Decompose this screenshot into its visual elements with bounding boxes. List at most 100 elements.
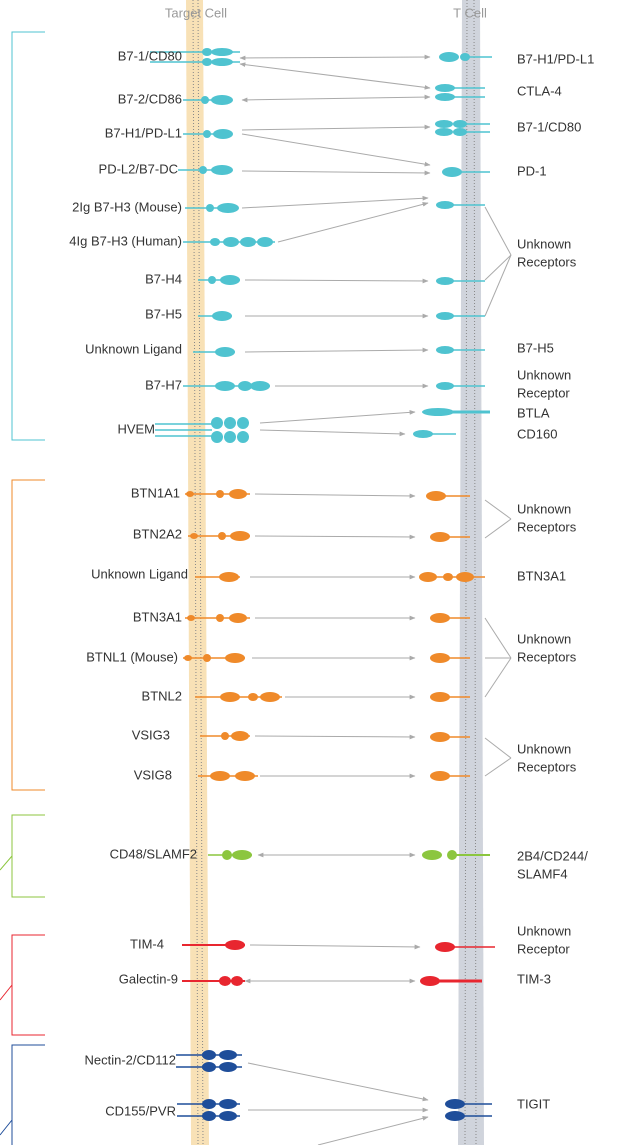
receptor-label: Receptors [517, 649, 577, 664]
domain [238, 381, 252, 391]
domain [217, 203, 239, 213]
domain [213, 129, 233, 139]
domain [257, 237, 273, 247]
domain [250, 381, 270, 391]
receptor-label: B7-1/CD80 [517, 119, 581, 134]
arrow [277, 202, 429, 243]
domain [224, 431, 236, 443]
receptor-label: TIGIT [517, 1096, 550, 1111]
domain [435, 93, 455, 101]
bracket [0, 1044, 45, 1145]
domain [202, 48, 212, 56]
domain [430, 613, 450, 623]
domain [184, 655, 192, 661]
receptor-label: PD-1 [517, 163, 547, 178]
ligand-label: VSIG3 [132, 727, 170, 742]
receptor-label: CTLA-4 [517, 83, 562, 98]
domain [231, 731, 249, 741]
brace [484, 518, 512, 539]
ligand-label: BTN2A2 [133, 526, 182, 541]
domain [203, 654, 211, 662]
domain [221, 732, 229, 740]
domain [436, 312, 454, 320]
domain [219, 1062, 237, 1072]
target-membrane [186, 0, 209, 1145]
bracket [0, 934, 45, 1036]
arrow [241, 170, 431, 176]
domain [202, 1111, 216, 1121]
receptor-label: SLAMF4 [517, 866, 568, 881]
domain [211, 48, 233, 56]
domain [435, 120, 453, 128]
domain [212, 311, 232, 321]
arrow [241, 124, 431, 131]
receptor-label: Receptors [517, 254, 577, 269]
domain [453, 120, 467, 128]
brace [484, 254, 512, 281]
domain [447, 850, 457, 860]
domain [219, 1099, 237, 1109]
domain [202, 1099, 216, 1109]
domain [199, 166, 207, 174]
ligand-label: B7-H5 [145, 306, 182, 321]
ligand-label: 2Ig B7-H3 (Mouse) [72, 199, 182, 214]
ligand-label: B7-H4 [145, 271, 182, 286]
domain [435, 942, 455, 952]
ligand-label: BTNL1 (Mouse) [86, 649, 178, 664]
header-right: T Cell [453, 5, 487, 20]
domain [219, 1050, 237, 1060]
receptor-label: TIM-3 [517, 971, 551, 986]
domain [235, 771, 255, 781]
receptor-label: Unknown [517, 741, 571, 756]
domain [219, 572, 239, 582]
domain [218, 532, 226, 540]
domain [230, 531, 250, 541]
ligand-label: BTN1A1 [131, 485, 180, 500]
arrow [259, 409, 416, 424]
arrow [254, 534, 416, 540]
receptor-label: BTN3A1 [517, 568, 566, 583]
receptor-label: Unknown [517, 236, 571, 251]
arrow [244, 347, 429, 353]
domain [216, 490, 224, 498]
brace [484, 206, 512, 256]
domain [413, 430, 433, 438]
receptor-label: Receptor [517, 385, 570, 400]
domain [225, 940, 245, 950]
ligand-label: Unknown Ligand [91, 566, 188, 581]
receptor-label: Unknown [517, 501, 571, 516]
domain [430, 732, 450, 742]
domain [435, 128, 453, 136]
membrane-line [197, 0, 204, 1145]
brace [484, 737, 512, 759]
ligand-label: Nectin-2/CD112 [84, 1052, 176, 1067]
ligand-label: PD-L2/B7-DC [99, 161, 178, 176]
domain [224, 417, 236, 429]
receptor-label: B7-H1/PD-L1 [517, 51, 594, 66]
domain [215, 347, 235, 357]
ligand-label: BTN3A1 [133, 609, 182, 624]
domain [211, 431, 223, 443]
ligand-label: Galectin-9 [119, 971, 178, 986]
domain [436, 346, 454, 354]
bracket [11, 479, 45, 791]
receptor-label: Receptors [517, 519, 577, 534]
arrow [254, 493, 416, 499]
arrow [241, 94, 431, 103]
arrow [239, 54, 431, 61]
domain [430, 653, 450, 663]
ligand-label: B7-2/CD86 [118, 91, 182, 106]
domain [215, 381, 235, 391]
receptor-label: Unknown [517, 631, 571, 646]
brace [484, 254, 512, 317]
membrane-line [473, 0, 477, 1145]
ligand-label: B7-H7 [145, 377, 182, 392]
arrow [239, 62, 431, 90]
domain [229, 613, 247, 623]
domain [460, 53, 470, 61]
domain [436, 201, 454, 209]
domain [426, 491, 446, 501]
domain [419, 572, 437, 582]
arrow [241, 195, 429, 209]
domain [216, 614, 224, 622]
